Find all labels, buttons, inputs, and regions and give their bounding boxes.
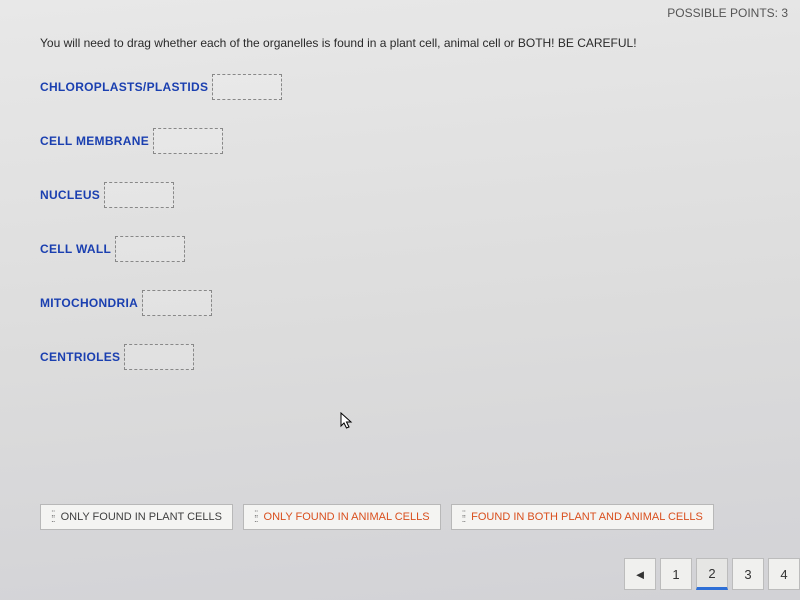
answer-chip-both[interactable]: :::: FOUND IN BOTH PLANT AND ANIMAL CELL… (451, 504, 714, 530)
pager-page-4[interactable]: 4 (768, 558, 800, 590)
answer-chip-label: FOUND IN BOTH PLANT AND ANIMAL CELLS (471, 511, 703, 523)
pager-page-3[interactable]: 3 (732, 558, 764, 590)
organelle-row: CENTRIOLES (40, 344, 760, 370)
cursor-icon (340, 412, 354, 435)
dropzone-cell-wall[interactable] (115, 236, 185, 262)
answer-chip-label: ONLY FOUND IN ANIMAL CELLS (264, 511, 430, 523)
answer-chip-plant[interactable]: :::: ONLY FOUND IN PLANT CELLS (40, 504, 233, 530)
possible-points: POSSIBLE POINTS: 3 (667, 6, 788, 20)
answer-chip-animal[interactable]: :::: ONLY FOUND IN ANIMAL CELLS (243, 504, 441, 530)
question-area: You will need to drag whether each of th… (0, 0, 800, 370)
organelle-label: CELL MEMBRANE (40, 134, 149, 148)
dropzone-mitochondria[interactable] (142, 290, 212, 316)
pager-page-2[interactable]: 2 (696, 558, 728, 590)
pager-prev[interactable]: ◄ (624, 558, 656, 590)
question-pager: ◄ 1 2 3 4 (620, 558, 800, 590)
pager-page-1[interactable]: 1 (660, 558, 692, 590)
dropzone-nucleus[interactable] (104, 182, 174, 208)
organelle-label: CHLOROPLASTS/PLASTIDS (40, 80, 208, 94)
dropzone-cell-membrane[interactable] (153, 128, 223, 154)
organelle-row: CHLOROPLASTS/PLASTIDS (40, 74, 760, 100)
grip-icon: :::: (254, 511, 258, 523)
grip-icon: :::: (51, 511, 55, 523)
dropzone-centrioles[interactable] (124, 344, 194, 370)
organelle-label: NUCLEUS (40, 188, 100, 202)
organelle-label: CELL WALL (40, 242, 111, 256)
dropzone-chloroplasts[interactable] (212, 74, 282, 100)
grip-icon: :::: (462, 511, 466, 523)
organelle-row: NUCLEUS (40, 182, 760, 208)
organelle-label: CENTRIOLES (40, 350, 120, 364)
organelle-label: MITOCHONDRIA (40, 296, 138, 310)
organelle-row: CELL WALL (40, 236, 760, 262)
answer-bank: :::: ONLY FOUND IN PLANT CELLS :::: ONLY… (40, 504, 790, 530)
instruction-text: You will need to drag whether each of th… (40, 36, 760, 50)
organelle-row: MITOCHONDRIA (40, 290, 760, 316)
organelle-row: CELL MEMBRANE (40, 128, 760, 154)
answer-chip-label: ONLY FOUND IN PLANT CELLS (61, 511, 222, 523)
